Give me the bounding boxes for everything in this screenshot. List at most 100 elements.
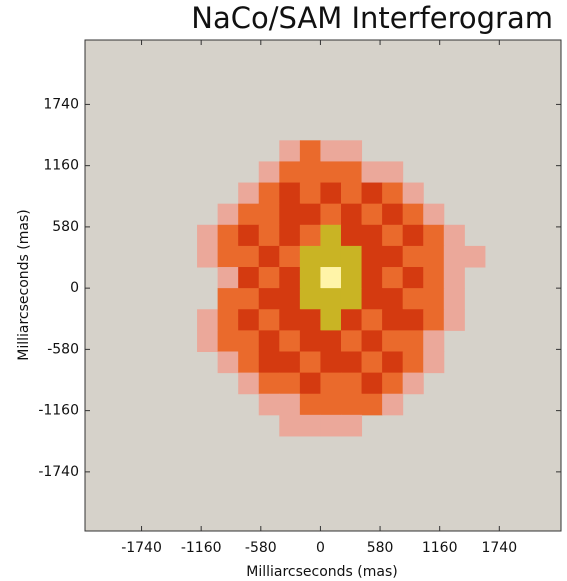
heatmap-cell bbox=[279, 182, 301, 205]
y-tick-label: 1740 bbox=[43, 96, 79, 112]
y-tick-label: -580 bbox=[47, 341, 79, 357]
heatmap-cell bbox=[299, 414, 321, 437]
heatmap-cell bbox=[320, 372, 342, 395]
heatmap-cell bbox=[340, 224, 363, 247]
y-tick-label: 1160 bbox=[43, 158, 79, 174]
heatmap-cell bbox=[402, 288, 424, 310]
heatmap-cell bbox=[423, 267, 445, 289]
heatmap-cell bbox=[197, 245, 219, 268]
heatmap-cell bbox=[361, 288, 383, 310]
heatmap-cell bbox=[238, 182, 260, 205]
heatmap-cell bbox=[443, 245, 465, 268]
x-tick-label: 1740 bbox=[481, 540, 517, 556]
heatmap-cell bbox=[299, 203, 321, 226]
heatmap-cell bbox=[382, 224, 404, 247]
x-tick-label: -1740 bbox=[121, 540, 162, 556]
heatmap-cell bbox=[258, 267, 280, 289]
heatmap-cell bbox=[258, 309, 280, 331]
x-tick-label: 580 bbox=[367, 540, 394, 556]
heatmap-cell bbox=[197, 309, 219, 331]
x-tick-label: 1160 bbox=[422, 540, 458, 556]
heatmap-cell bbox=[320, 161, 342, 184]
heatmap-cell bbox=[258, 351, 280, 374]
heatmap-cell bbox=[258, 161, 280, 184]
heatmap-cell bbox=[382, 330, 404, 352]
heatmap-cell bbox=[279, 330, 301, 352]
heatmap-cell bbox=[217, 309, 239, 331]
heatmap-cell bbox=[361, 224, 383, 247]
heatmap-cell bbox=[402, 224, 424, 247]
heatmap-cell bbox=[340, 309, 363, 331]
heatmap-cell bbox=[258, 245, 280, 268]
heatmap-cell bbox=[197, 330, 219, 352]
heatmap-cell bbox=[340, 330, 363, 352]
heatmap-cell bbox=[320, 288, 342, 310]
heatmap-cell bbox=[299, 330, 321, 352]
heatmap-cell bbox=[382, 161, 404, 184]
heatmap-cell bbox=[382, 203, 404, 226]
heatmap-cell bbox=[402, 351, 424, 374]
heatmap-cell bbox=[217, 351, 239, 374]
heatmap-cell bbox=[320, 140, 342, 162]
heatmap-cell bbox=[382, 393, 404, 416]
heatmap-cell bbox=[382, 245, 404, 268]
heatmap-cell bbox=[423, 224, 445, 247]
heatmap-cell bbox=[258, 393, 280, 416]
heatmap-cell bbox=[299, 182, 321, 205]
heatmap-cell bbox=[361, 309, 383, 331]
heatmap-cell bbox=[382, 309, 404, 331]
heatmap-cell bbox=[299, 351, 321, 374]
y-tick-label: 580 bbox=[52, 219, 79, 235]
heatmap-cell bbox=[340, 161, 363, 184]
heatmap-cell bbox=[279, 224, 301, 247]
heatmap-cell bbox=[238, 288, 260, 310]
heatmap-cell bbox=[320, 245, 342, 268]
heatmap-cell bbox=[423, 309, 445, 331]
heatmap-cell bbox=[361, 161, 383, 184]
heatmap-cell bbox=[279, 351, 301, 374]
heatmap-cell bbox=[320, 203, 342, 226]
heatmap-cell bbox=[423, 203, 445, 226]
y-tick-label: -1740 bbox=[38, 464, 79, 480]
x-tick-label: -580 bbox=[245, 540, 277, 556]
heatmap-cell bbox=[217, 224, 239, 247]
heatmap-cell bbox=[279, 393, 301, 416]
heatmap-cell bbox=[340, 203, 363, 226]
heatmap-cell bbox=[361, 330, 383, 352]
heatmap-cell bbox=[299, 140, 321, 162]
heatmap-cell bbox=[402, 267, 424, 289]
heatmap-cell bbox=[299, 393, 321, 416]
heatmap-cell bbox=[443, 224, 465, 247]
heatmap-cell bbox=[340, 372, 363, 395]
heatmap-cell bbox=[443, 267, 465, 289]
y-axis-label: Milliarcseconds (mas) bbox=[16, 209, 32, 360]
heatmap-cell bbox=[279, 245, 301, 268]
heatmap-cell bbox=[340, 414, 363, 437]
heatmap-cell bbox=[361, 393, 383, 416]
heatmap-cell bbox=[382, 288, 404, 310]
heatmap-cell bbox=[238, 224, 260, 247]
heatmap-cell bbox=[299, 288, 321, 310]
heatmap-cell bbox=[402, 182, 424, 205]
heatmap-cell bbox=[197, 224, 219, 247]
heatmap-cell bbox=[443, 309, 465, 331]
heatmap-cell bbox=[423, 245, 445, 268]
heatmap-cell bbox=[320, 330, 342, 352]
heatmap-cell bbox=[320, 351, 342, 374]
heatmap-cell bbox=[361, 267, 383, 289]
heatmap-cell bbox=[423, 288, 445, 310]
heatmap-cell bbox=[402, 309, 424, 331]
heatmap-cell bbox=[258, 224, 280, 247]
heatmap-cell bbox=[320, 267, 342, 289]
y-tick-label: 0 bbox=[70, 280, 79, 296]
heatmap-cell bbox=[279, 140, 301, 162]
y-tick-label: -1160 bbox=[38, 403, 79, 419]
heatmap-cell bbox=[340, 267, 363, 289]
heatmap-cell bbox=[238, 372, 260, 395]
heatmap-cell bbox=[340, 182, 363, 205]
heatmap-cell bbox=[258, 203, 280, 226]
heatmap-cell bbox=[361, 182, 383, 205]
heatmap-cell bbox=[320, 182, 342, 205]
heatmap-cell bbox=[217, 245, 239, 268]
